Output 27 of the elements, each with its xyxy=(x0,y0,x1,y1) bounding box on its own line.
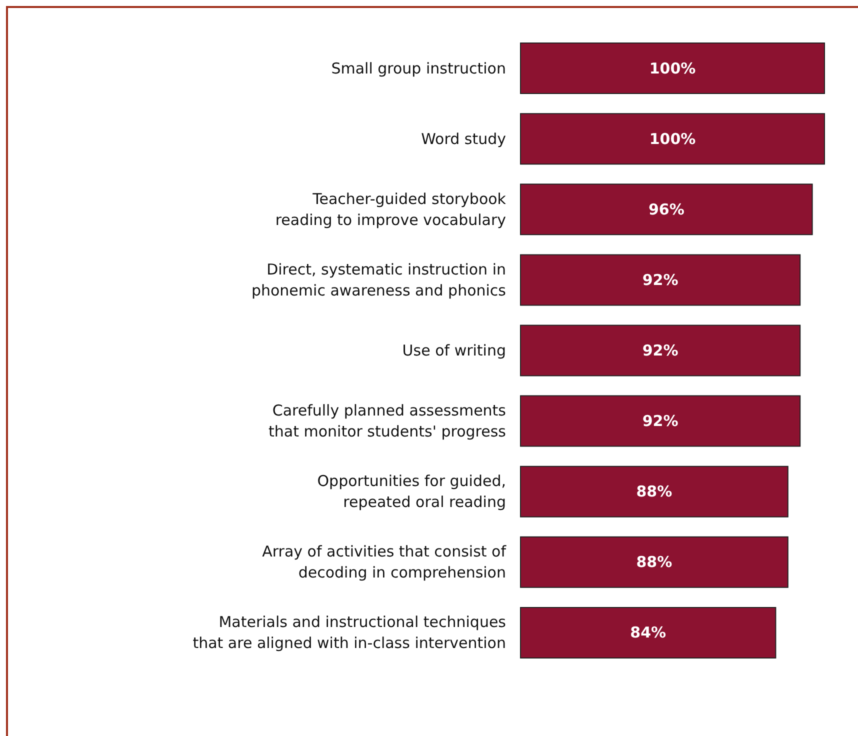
y-tick-label: Direct, systematic instruction in phonemic awareness and phonics xyxy=(251,260,506,300)
data-label: 92% xyxy=(642,342,678,360)
y-tick-label: Word study xyxy=(421,130,506,148)
y-tick-label: Array of activities that consist of decoding in comprehension xyxy=(262,542,507,582)
y-tick-label: Carefully planned assessments that monitor students' progress xyxy=(268,402,506,441)
bar xyxy=(520,42,825,94)
y-tick-label: Teacher-guided storybook reading to improve vocabulary xyxy=(275,190,506,229)
data-label: 84% xyxy=(630,624,666,642)
bar xyxy=(520,536,788,588)
bar xyxy=(520,113,825,165)
data-label: 92% xyxy=(642,270,678,289)
bar xyxy=(520,395,801,447)
bar xyxy=(520,606,776,658)
y-tick-label: Use of writing xyxy=(402,342,506,360)
y-tick-label: Materials and instructional techniques that are aligned with in-class intervention xyxy=(192,613,506,652)
y-tick-label: Small group instruction xyxy=(331,59,506,78)
data-label: 100% xyxy=(649,130,696,148)
bar xyxy=(520,324,801,376)
bar xyxy=(520,466,788,518)
data-label: 96% xyxy=(648,200,684,218)
bar xyxy=(520,184,813,236)
data-label: 88% xyxy=(636,482,672,501)
data-label: 92% xyxy=(642,412,678,430)
bar xyxy=(520,254,801,306)
data-label: 100% xyxy=(649,59,696,78)
data-label: 88% xyxy=(636,553,672,572)
y-tick-label: Opportunities for guided, repeated oral reading xyxy=(317,472,506,512)
